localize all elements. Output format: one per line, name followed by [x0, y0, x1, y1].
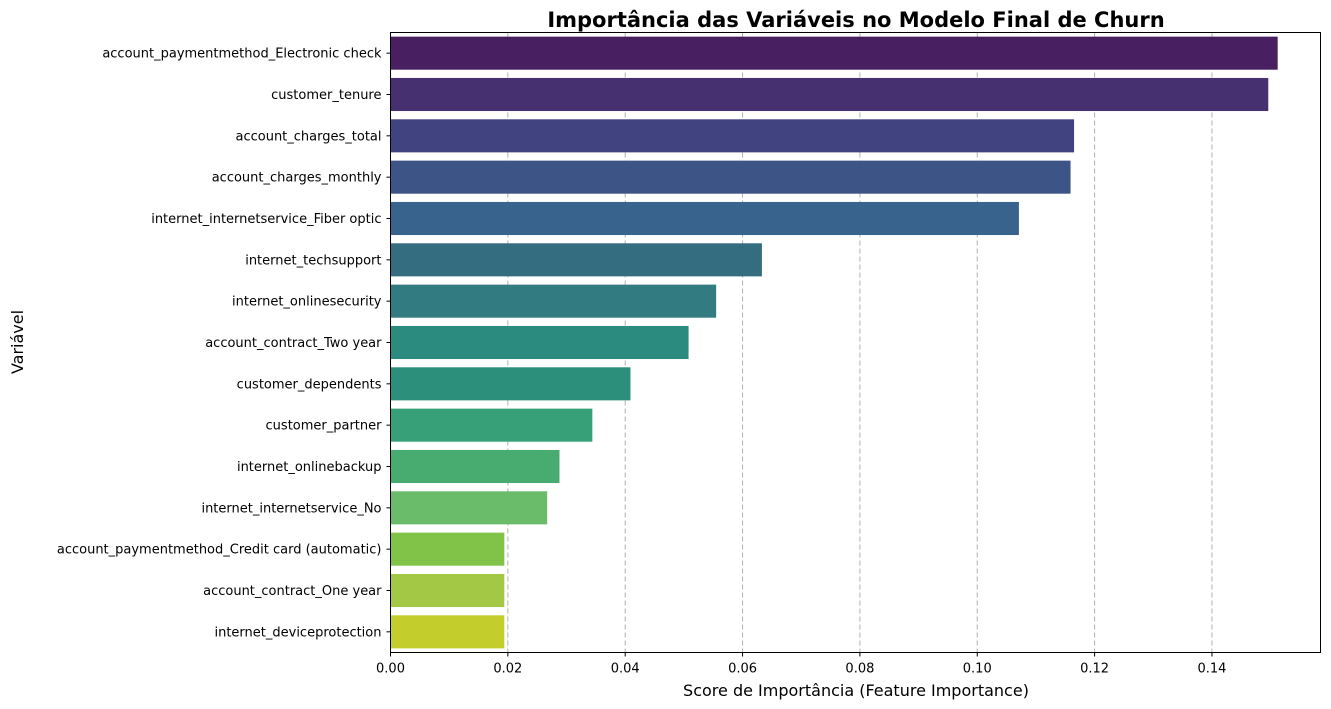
y-tick-label: internet_onlinesecurity: [232, 295, 382, 310]
y-tick-label: customer_dependents: [237, 377, 382, 392]
bar: [390, 367, 631, 401]
y-tick-label: customer_partner: [266, 419, 383, 434]
bar: [390, 243, 762, 277]
bar: [390, 119, 1075, 153]
bar: [390, 160, 1071, 194]
bar: [390, 573, 505, 608]
bar: [390, 408, 593, 442]
bar: [390, 325, 689, 360]
x-tick-label: 0.12: [1080, 662, 1109, 677]
bar: [390, 615, 505, 649]
y-tick-label: account_charges_total: [235, 129, 381, 144]
y-tick-label: customer_tenure: [271, 88, 381, 103]
y-tick-label: internet_onlinebackup: [237, 460, 382, 475]
x-tick-label: 0.14: [1197, 662, 1226, 677]
y-tick-label: account_paymentmethod_Credit card (autom…: [57, 543, 382, 558]
x-tick-label: 0.04: [611, 662, 640, 677]
y-tick-label: account_paymentmethod_Electronic check: [102, 47, 382, 62]
x-tick-labels: 0.00 0.02 0.04 0.06 0.08 0.10 0.12 0.14: [376, 652, 1226, 677]
bar: [390, 491, 548, 525]
y-axis-label: Variável: [8, 310, 27, 374]
x-tick-label: 0.06: [728, 662, 757, 677]
y-tick-label: internet_deviceprotection: [214, 625, 381, 640]
bar: [390, 449, 560, 484]
x-gridlines: [507, 32, 1213, 653]
bar: [390, 77, 1269, 112]
x-tick-label: 0.00: [376, 662, 405, 677]
bar: [390, 36, 1278, 70]
bar: [390, 532, 505, 566]
x-tick-label: 0.10: [963, 662, 992, 677]
x-tick-label: 0.02: [493, 662, 522, 677]
bar: [390, 284, 717, 318]
y-tick-label: internet_techsupport: [245, 253, 381, 268]
x-tick-label: 0.08: [845, 662, 874, 677]
y-tick-label: account_charges_monthly: [212, 171, 382, 186]
y-tick-label: account_contract_One year: [203, 584, 382, 599]
y-tick-label: internet_internetservice_Fiber optic: [151, 212, 381, 227]
y-tick-labels: account_paymentmethod_Electronic check cu…: [57, 47, 391, 640]
x-axis-label: Score de Importância (Feature Importance…: [683, 681, 1029, 700]
y-tick-label: internet_internetservice_No: [201, 501, 381, 516]
chart-title: Importância das Variáveis no Modelo Fina…: [547, 8, 1164, 32]
bar: [390, 201, 1019, 236]
y-tick-label: account_contract_Two year: [205, 336, 382, 351]
bars: [390, 36, 1278, 649]
